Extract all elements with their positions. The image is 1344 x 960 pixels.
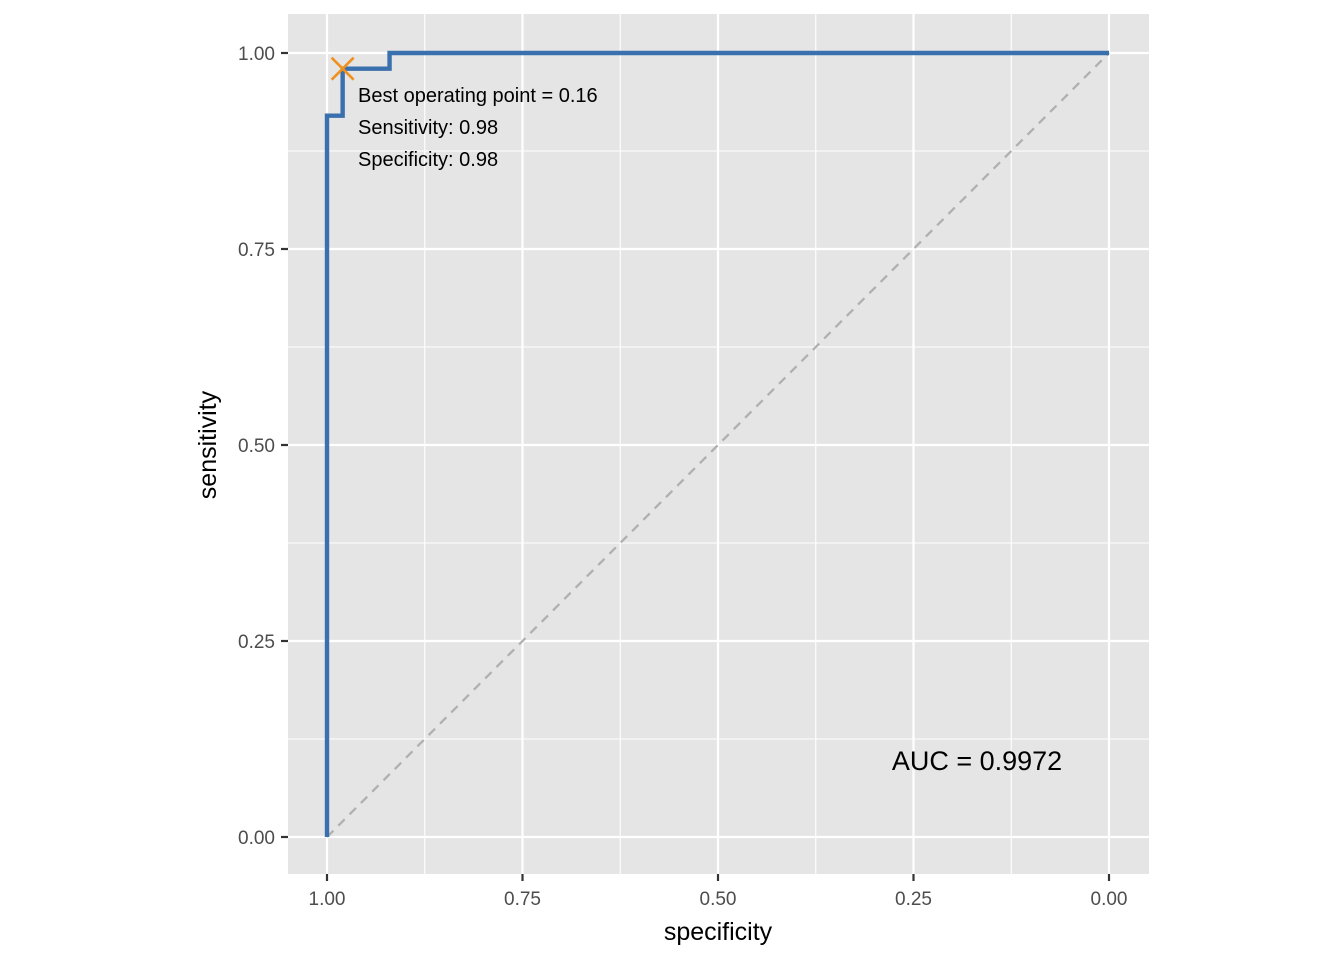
x-tick-label: 0.00 (1091, 889, 1128, 910)
annotation-best-point: Best operating point = 0.16 (358, 85, 598, 107)
x-tick-label: 0.25 (895, 889, 932, 910)
best-point-marker-stroke (330, 56, 355, 81)
annotation-layer: Best operating point = 0.16 Sensitivity:… (358, 85, 1062, 776)
x-axis-title: specificity (664, 918, 773, 946)
y-tick-label: 0.00 (238, 828, 275, 849)
y-tick-label: 0.50 (238, 436, 275, 457)
auc-label: AUC = 0.9972 (892, 746, 1062, 776)
y-axis-title: sensitivity (194, 390, 222, 499)
x-tick-label: 0.50 (700, 889, 737, 910)
y-tick-label: 0.75 (238, 240, 275, 261)
best-point-marker (330, 56, 355, 81)
y-tick-label: 0.25 (238, 632, 275, 653)
annotation-specificity: Specificity: 0.98 (358, 149, 498, 171)
annotation-sensitivity: Sensitivity: 0.98 (358, 117, 498, 139)
x-axis: 1.00 0.75 0.50 0.25 0.00 (309, 874, 1128, 910)
marker-layer (330, 56, 355, 81)
y-tick-label: 1.00 (238, 44, 275, 65)
y-axis: 0.00 0.25 0.50 0.75 1.00 (238, 44, 288, 849)
x-tick-label: 0.75 (504, 889, 541, 910)
x-tick-label: 1.00 (309, 889, 346, 910)
reference-diagonal-line (326, 52, 1110, 838)
reference-layer (326, 52, 1110, 838)
